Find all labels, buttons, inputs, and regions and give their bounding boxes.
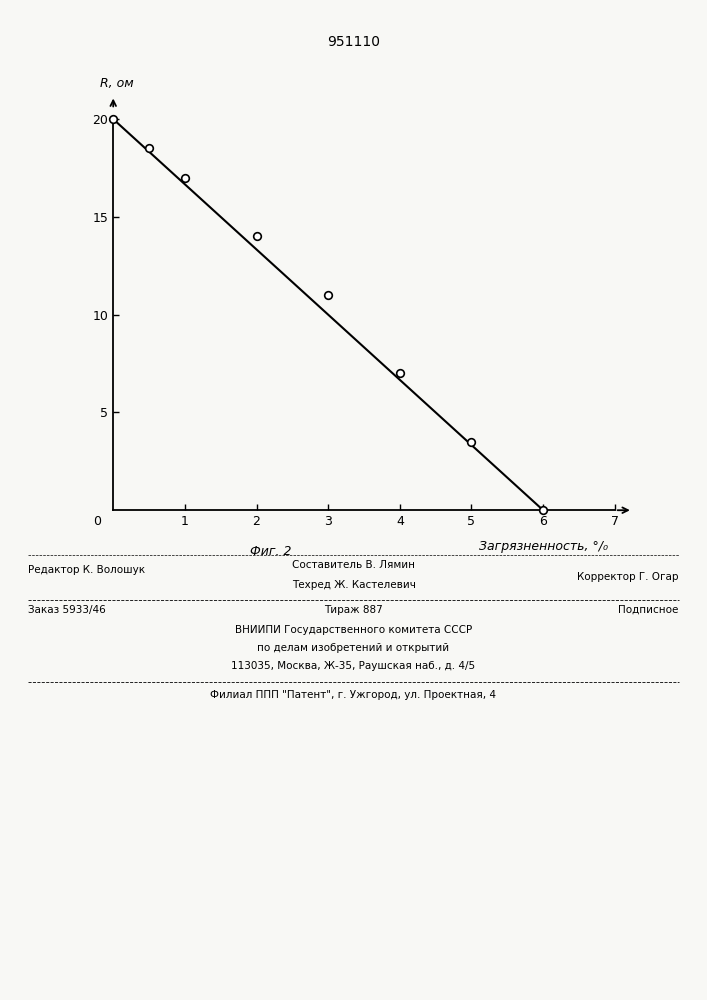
Text: Редактор К. Волошук: Редактор К. Волошук <box>28 565 146 575</box>
Text: 0: 0 <box>93 515 101 528</box>
Text: Филиал ППП "Патент", г. Ужгород, ул. Проектная, 4: Филиал ППП "Патент", г. Ужгород, ул. Про… <box>211 690 496 700</box>
Text: Тираж 887: Тираж 887 <box>324 605 383 615</box>
Text: Корректор Г. Огар: Корректор Г. Огар <box>577 572 679 582</box>
Text: Заказ 5933/46: Заказ 5933/46 <box>28 605 106 615</box>
Text: Загрязненность, °/₀: Загрязненность, °/₀ <box>479 540 607 553</box>
Text: ВНИИПИ Государственного комитета СССР: ВНИИПИ Государственного комитета СССР <box>235 625 472 635</box>
Text: Составитель В. Лямин: Составитель В. Лямин <box>292 560 415 570</box>
Text: Техред Ж. Кастелевич: Техред Ж. Кастелевич <box>291 580 416 590</box>
Text: Фиг. 2: Фиг. 2 <box>250 545 291 558</box>
Text: по делам изобретений и открытий: по делам изобретений и открытий <box>257 643 450 653</box>
Text: Подписное: Подписное <box>619 605 679 615</box>
Text: R, ом: R, ом <box>100 77 134 90</box>
Text: 951110: 951110 <box>327 35 380 49</box>
Text: 113035, Москва, Ж-35, Раушская наб., д. 4/5: 113035, Москва, Ж-35, Раушская наб., д. … <box>231 661 476 671</box>
